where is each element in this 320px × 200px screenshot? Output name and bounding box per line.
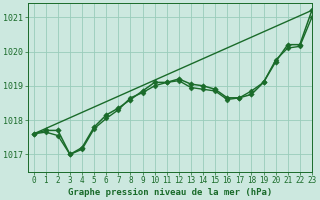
X-axis label: Graphe pression niveau de la mer (hPa): Graphe pression niveau de la mer (hPa) <box>68 188 272 197</box>
